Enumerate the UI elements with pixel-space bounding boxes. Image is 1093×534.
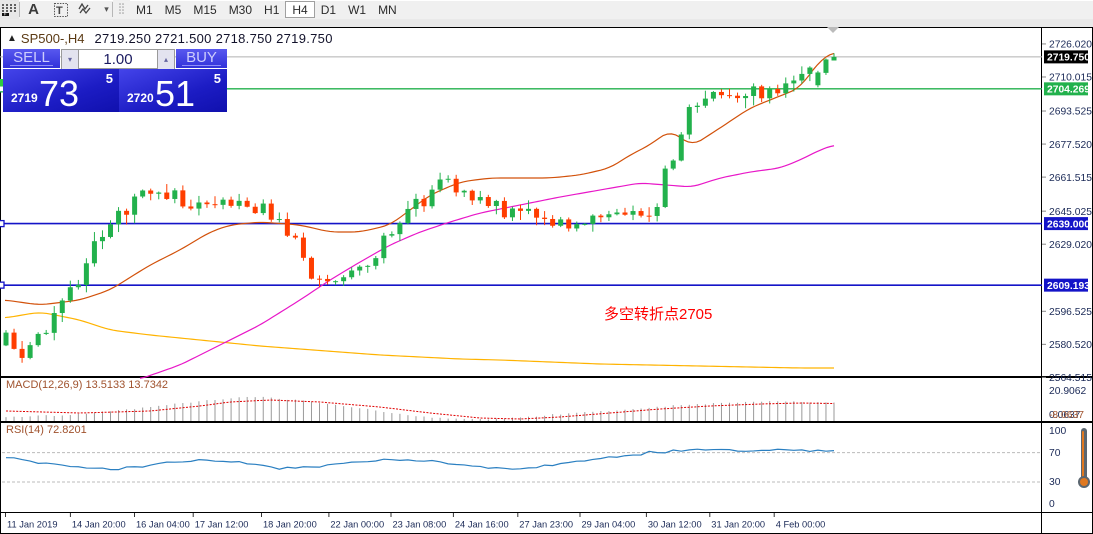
svg-text:T: T: [56, 5, 63, 17]
